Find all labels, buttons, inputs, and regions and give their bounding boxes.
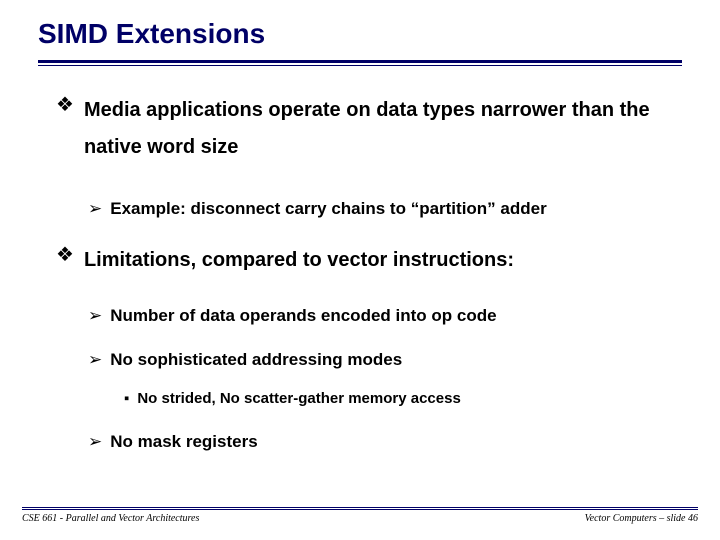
level2-text: Number of data operands encoded into op … — [110, 305, 496, 327]
slide: SIMD Extensions ❖ Media applications ope… — [0, 0, 720, 540]
square-bullet-icon: ▪ — [124, 389, 129, 409]
footer: CSE 661 - Parallel and Vector Architectu… — [22, 513, 698, 524]
level2-text: No sophisticated addressing modes — [110, 349, 402, 371]
footer-rule-2 — [22, 509, 698, 510]
bullet-block-2: ❖ Limitations, compared to vector instru… — [56, 242, 682, 453]
arrow-bullet-icon: ➢ — [88, 198, 102, 220]
arrow-bullet-icon: ➢ — [88, 349, 102, 371]
footer-rule-1 — [22, 507, 698, 508]
diamond-bullet-icon: ❖ — [56, 92, 74, 166]
level1-item: ❖ Media applications operate on data typ… — [56, 92, 682, 166]
level2-item: ➢ Number of data operands encoded into o… — [88, 305, 682, 327]
arrow-bullet-icon: ➢ — [88, 305, 102, 327]
level1-item: ❖ Limitations, compared to vector instru… — [56, 242, 682, 279]
content-area: ❖ Media applications operate on data typ… — [38, 66, 682, 453]
level1-text: Media applications operate on data types… — [84, 92, 682, 166]
arrow-bullet-icon: ➢ — [88, 431, 102, 453]
level2-item: ➢ Example: disconnect carry chains to “p… — [88, 198, 682, 220]
level3-text: No strided, No scatter-gather memory acc… — [137, 389, 460, 409]
level2-item: ➢ No mask registers — [88, 431, 682, 453]
level2-item: ➢ No sophisticated addressing modes — [88, 349, 682, 371]
bullet-block-1: ❖ Media applications operate on data typ… — [56, 92, 682, 220]
level3-item: ▪ No strided, No scatter-gather memory a… — [124, 389, 682, 409]
footer-left: CSE 661 - Parallel and Vector Architectu… — [22, 513, 199, 524]
footer-wrap: CSE 661 - Parallel and Vector Architectu… — [22, 507, 698, 524]
slide-title: SIMD Extensions — [38, 18, 682, 50]
diamond-bullet-icon: ❖ — [56, 242, 74, 279]
footer-right: Vector Computers – slide 46 — [585, 513, 698, 524]
level1-text: Limitations, compared to vector instruct… — [84, 242, 514, 279]
level2-text: No mask registers — [110, 431, 257, 453]
level2-text: Example: disconnect carry chains to “par… — [110, 198, 546, 220]
title-rule-thick — [38, 60, 682, 63]
